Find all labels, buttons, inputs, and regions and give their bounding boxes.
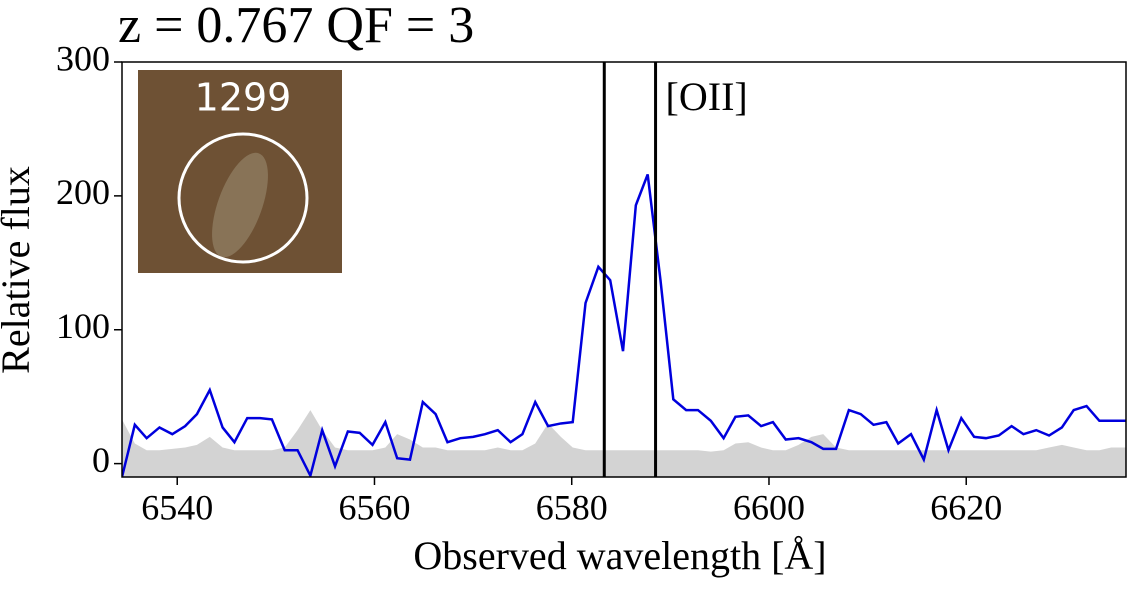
line-annotation: [OII] — [666, 74, 748, 119]
inset-label: 1299 — [195, 76, 292, 120]
plot-area — [122, 174, 1126, 477]
plot-frame — [121, 61, 1127, 478]
x-tick-label: 6560 — [338, 487, 410, 527]
y-tick-label: 300 — [56, 38, 110, 78]
x-tick-label: 6580 — [536, 487, 608, 527]
aperture — [177, 132, 309, 264]
noise-area — [122, 410, 1126, 477]
y-axis-label: Relative flux — [0, 166, 38, 374]
x-axis-label: Observed wavelength [Å] — [413, 533, 826, 578]
galaxy — [212, 152, 268, 258]
flux-line — [122, 174, 1126, 477]
y-tick-label: 0 — [92, 440, 110, 480]
y-tick-label: 100 — [56, 306, 110, 346]
inset: 1299 — [138, 70, 342, 273]
x-tick-label: 6620 — [930, 487, 1002, 527]
x-tick-label: 6600 — [733, 487, 805, 527]
x-tick-label: 6540 — [141, 487, 213, 527]
y-tick-label: 200 — [56, 172, 110, 212]
chart-title: z = 0.767 QF = 3 — [118, 0, 474, 54]
